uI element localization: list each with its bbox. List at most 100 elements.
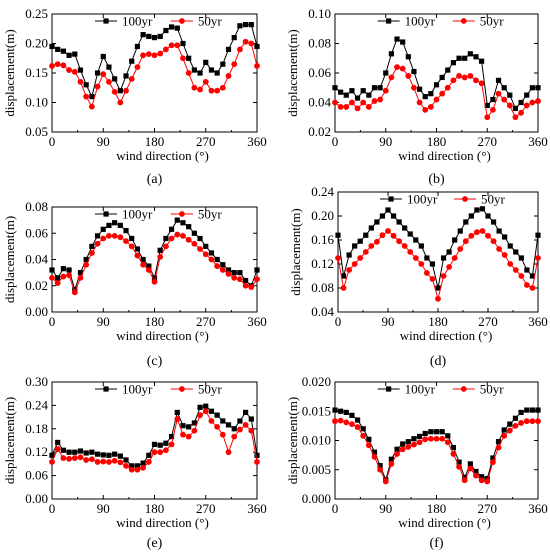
point-100yr xyxy=(428,429,434,435)
point-100yr xyxy=(357,238,363,244)
point-100yr xyxy=(117,88,123,94)
x-tick-label: 180 xyxy=(145,501,165,516)
point-50yr xyxy=(388,461,395,467)
x-tick-label: 0 xyxy=(49,501,56,516)
point-100yr xyxy=(501,427,507,433)
point-100yr xyxy=(168,226,175,232)
point-100yr xyxy=(513,249,519,255)
point-50yr xyxy=(151,449,158,456)
point-50yr xyxy=(54,280,61,287)
y-tick-label: 0.010 xyxy=(302,433,331,448)
legend-marker xyxy=(103,386,109,392)
point-50yr xyxy=(214,87,221,94)
chart-panel-c: 0 90 180 270 360 0.00 0.02 0.04 0.06 0.08 wind dir… xyxy=(2,199,267,369)
y-tick-label: 0.08 xyxy=(308,36,331,51)
point-50yr xyxy=(77,78,84,85)
chart-panel-e: 0 90 180 270 360 0.00 0.06 0.12 0.18 0.24 0.30 wind… xyxy=(2,374,267,551)
point-100yr xyxy=(203,59,209,65)
point-100yr xyxy=(349,412,355,418)
point-50yr xyxy=(157,449,164,456)
point-100yr xyxy=(490,455,496,461)
point-50yr xyxy=(106,459,112,465)
point-50yr xyxy=(523,418,530,425)
x-tick-label: 90 xyxy=(97,134,110,149)
point-50yr xyxy=(248,40,255,47)
point-100yr xyxy=(157,247,163,253)
point-50yr xyxy=(444,84,451,91)
point-50yr xyxy=(416,439,423,446)
x-tick-label: 270 xyxy=(478,501,498,516)
y-tick-label: 0.20 xyxy=(25,36,48,51)
point-100yr xyxy=(203,403,209,409)
point-50yr xyxy=(117,99,124,106)
point-100yr xyxy=(225,267,232,273)
x-tick-label: 90 xyxy=(97,314,110,329)
point-50yr xyxy=(94,459,101,465)
point-50yr xyxy=(225,73,232,79)
point-100yr xyxy=(89,243,95,249)
point-50yr xyxy=(71,68,78,75)
x-tick-label: 0 xyxy=(49,134,56,149)
x-tick-label: 360 xyxy=(528,134,548,149)
point-50yr xyxy=(349,99,355,106)
point-50yr xyxy=(412,255,419,261)
point-100yr xyxy=(134,246,141,252)
point-50yr xyxy=(478,80,485,87)
point-50yr xyxy=(157,253,164,260)
point-100yr xyxy=(338,408,344,414)
point-50yr xyxy=(66,67,72,73)
point-100yr xyxy=(462,55,468,61)
point-50yr xyxy=(231,61,238,68)
point-50yr xyxy=(174,416,181,422)
point-50yr xyxy=(335,255,341,261)
point-100yr xyxy=(208,408,215,414)
point-50yr xyxy=(439,435,446,442)
point-100yr xyxy=(428,91,434,97)
point-50yr xyxy=(214,423,221,430)
point-50yr xyxy=(111,232,118,239)
point-100yr xyxy=(400,441,406,447)
point-50yr xyxy=(94,83,101,90)
point-50yr xyxy=(382,478,389,485)
point-50yr xyxy=(377,96,384,103)
point-100yr xyxy=(180,220,186,226)
point-100yr xyxy=(174,409,180,416)
point-100yr xyxy=(214,412,220,418)
point-50yr xyxy=(405,444,412,450)
point-100yr xyxy=(72,51,78,57)
point-100yr xyxy=(495,439,502,445)
point-50yr xyxy=(422,436,429,443)
point-100yr xyxy=(413,237,419,243)
point-50yr xyxy=(485,232,491,239)
point-50yr xyxy=(394,64,400,70)
point-50yr xyxy=(202,78,209,85)
point-100yr xyxy=(197,235,203,242)
point-100yr xyxy=(473,468,479,475)
x-tick-label: 0 xyxy=(332,134,339,149)
y-axis-label: displacement(m) xyxy=(2,216,17,303)
point-100yr xyxy=(411,436,417,442)
legend-label: 100yr xyxy=(405,14,436,29)
point-50yr xyxy=(433,435,440,442)
point-50yr xyxy=(54,61,61,68)
point-50yr xyxy=(242,422,249,428)
point-50yr xyxy=(117,234,124,241)
point-100yr xyxy=(197,404,203,410)
panel-label: (e) xyxy=(147,536,163,551)
point-50yr xyxy=(254,276,260,283)
series-line-100yr xyxy=(334,409,538,482)
x-tick-label: 270 xyxy=(196,314,216,329)
point-100yr xyxy=(83,256,89,263)
y-axis-label: displacement(m) xyxy=(285,29,300,116)
point-100yr xyxy=(433,429,440,435)
point-50yr xyxy=(456,463,462,470)
point-50yr xyxy=(401,243,408,249)
point-50yr xyxy=(145,459,152,465)
point-100yr xyxy=(208,67,215,73)
point-100yr xyxy=(343,409,349,416)
legend-label: 100yr xyxy=(122,14,153,29)
x-axis-label: wind direction (°) xyxy=(398,148,491,163)
panel-label: (f) xyxy=(430,536,444,551)
y-tick-label: 0.06 xyxy=(308,65,331,80)
